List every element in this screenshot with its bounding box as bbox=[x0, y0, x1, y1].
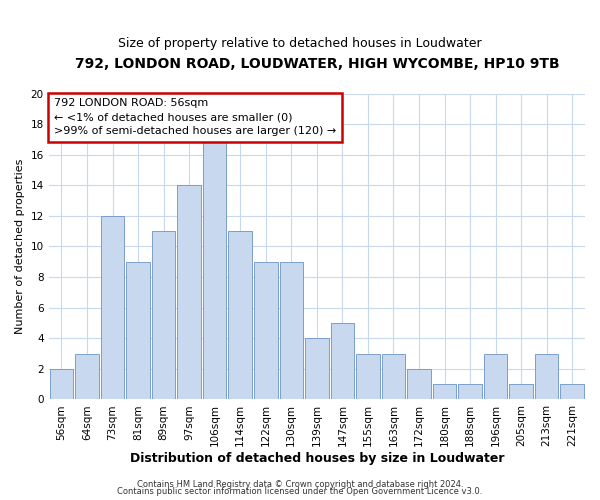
Text: Size of property relative to detached houses in Loudwater: Size of property relative to detached ho… bbox=[118, 38, 482, 51]
Text: Contains HM Land Registry data © Crown copyright and database right 2024.: Contains HM Land Registry data © Crown c… bbox=[137, 480, 463, 489]
Bar bbox=[356, 354, 380, 400]
X-axis label: Distribution of detached houses by size in Loudwater: Distribution of detached houses by size … bbox=[130, 452, 504, 465]
Bar bbox=[433, 384, 456, 400]
Bar bbox=[305, 338, 329, 400]
Bar bbox=[203, 140, 226, 400]
Bar bbox=[254, 262, 278, 400]
Text: 792 LONDON ROAD: 56sqm
← <1% of detached houses are smaller (0)
>99% of semi-det: 792 LONDON ROAD: 56sqm ← <1% of detached… bbox=[54, 98, 336, 136]
Bar bbox=[280, 262, 303, 400]
Bar bbox=[535, 354, 559, 400]
Bar bbox=[229, 231, 252, 400]
Bar bbox=[75, 354, 99, 400]
Bar bbox=[127, 262, 150, 400]
Bar bbox=[560, 384, 584, 400]
Bar bbox=[101, 216, 124, 400]
Bar bbox=[382, 354, 405, 400]
Y-axis label: Number of detached properties: Number of detached properties bbox=[15, 159, 25, 334]
Bar bbox=[50, 369, 73, 400]
Title: 792, LONDON ROAD, LOUDWATER, HIGH WYCOMBE, HP10 9TB: 792, LONDON ROAD, LOUDWATER, HIGH WYCOMB… bbox=[74, 58, 559, 71]
Bar bbox=[484, 354, 508, 400]
Bar bbox=[509, 384, 533, 400]
Text: Contains public sector information licensed under the Open Government Licence v3: Contains public sector information licen… bbox=[118, 488, 482, 496]
Bar bbox=[178, 186, 201, 400]
Bar bbox=[407, 369, 431, 400]
Bar bbox=[458, 384, 482, 400]
Bar bbox=[152, 231, 175, 400]
Bar bbox=[331, 323, 354, 400]
